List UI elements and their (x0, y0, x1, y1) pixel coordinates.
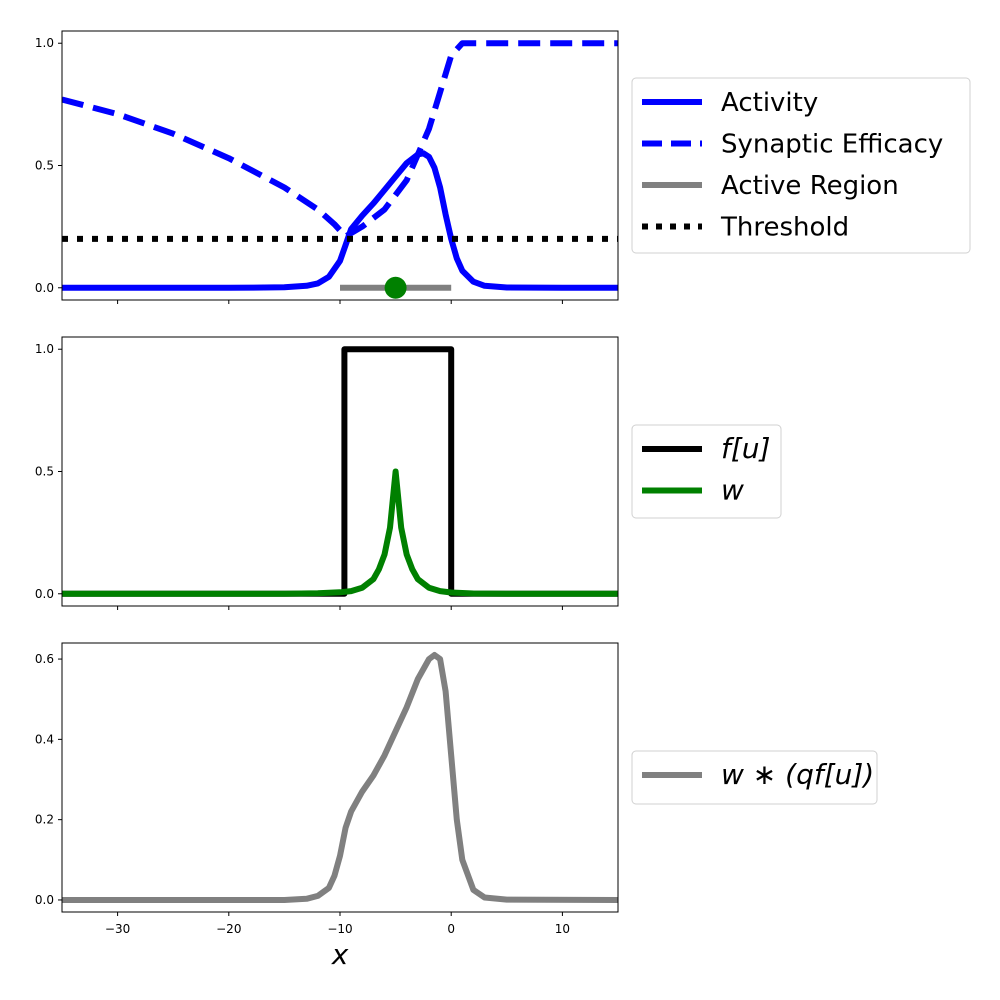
y-tick-label: 0.0 (35, 281, 54, 295)
x-tick-label: 0 (447, 922, 455, 936)
y-tick-label: 0.2 (35, 813, 54, 827)
legend-label-threshold: Threshold (720, 213, 849, 243)
legend-label-activity: Activity (721, 88, 818, 118)
y-tick-label: 0.4 (35, 732, 54, 746)
y-tick-label: 0.6 (35, 652, 54, 666)
legend-box (631, 77, 971, 254)
y-tick-label: 0.0 (35, 587, 54, 601)
legend-label-w-qf-u: w ∗ (qf[u]) (721, 758, 874, 791)
y-tick-label: 0.5 (35, 465, 54, 479)
axes-frame (61, 336, 619, 607)
series-line-w (62, 468, 618, 597)
legend-label-w: w (721, 474, 744, 507)
series-line-activity (62, 150, 618, 291)
legend-2: f[u] w (631, 424, 782, 519)
legend-1: Activity Synaptic Efficacy Active Region Th… (631, 77, 971, 254)
plot-area-3 (62, 652, 618, 903)
panel-1: 0.0 0.5 1.0 Activity Synaptic Efficacy Active… (35, 30, 971, 304)
plot-area-2 (62, 346, 618, 597)
legend-label-active-region: Active Region (721, 171, 899, 201)
y-tick-label: 1.0 (35, 342, 54, 356)
legend-label-synaptic-efficacy: Synaptic Efficacy (721, 130, 943, 160)
x-tick-label: −10 (327, 922, 352, 936)
y-tick-label: 0.5 (35, 159, 54, 173)
x-tick-label: −30 (105, 922, 130, 936)
panel-2: 0.0 0.5 1.0 f[u] w (35, 336, 782, 610)
legend-label-f-u: f[u] (721, 432, 770, 465)
green-marker-point (384, 276, 407, 299)
x-tick-label: 10 (555, 922, 570, 936)
y-tick-label: 1.0 (35, 36, 54, 50)
axes-frame (61, 642, 619, 913)
y-tick-label: 0.0 (35, 893, 54, 907)
series-line-w-qf-u (62, 652, 618, 903)
series-line-synaptic-efficacy (62, 40, 618, 240)
legend-3: w ∗ (qf[u]) (631, 750, 878, 805)
panel-3: 0.0 0.2 0.4 0.6 −30 −20 −10 0 10 x w ∗ (qf[u]) (35, 642, 878, 971)
x-tick-label: −20 (216, 922, 241, 936)
plot-area-1 (62, 40, 618, 299)
series-line-f-u (62, 346, 618, 597)
x-axis-label: x (331, 938, 349, 971)
legend-box (631, 750, 878, 805)
